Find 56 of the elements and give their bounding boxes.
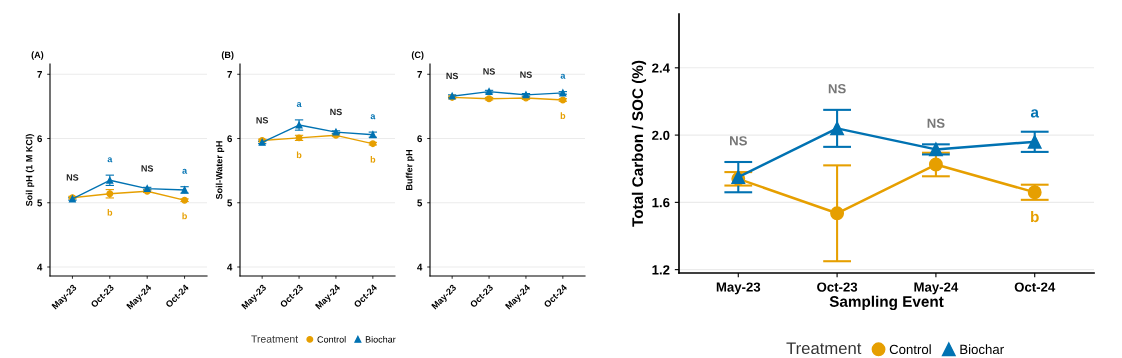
- y-tick-label: 6: [227, 135, 233, 143]
- data-label: a: [107, 157, 113, 163]
- x-axis-title: Sampling Event: [829, 295, 944, 311]
- y-tick-label: 4: [227, 263, 233, 271]
- annotation: NS: [330, 108, 342, 116]
- y-tick-label: 7: [227, 71, 232, 78]
- y-tick-label: 6: [417, 135, 423, 143]
- data-label: a: [1030, 109, 1040, 118]
- y-tick-label: 6: [37, 135, 43, 143]
- data-label: a: [370, 114, 376, 120]
- x-tick-label: May-24: [914, 282, 959, 295]
- annotation: NS: [483, 68, 495, 75]
- data-label: a: [560, 73, 566, 79]
- y-tick-label: 1.2: [652, 265, 670, 275]
- chart-title: (C): [411, 51, 424, 60]
- y-tick-label: 5: [417, 199, 423, 207]
- data-label: b: [1031, 210, 1039, 223]
- annotation: NS: [66, 174, 79, 181]
- y-tick-label: 5: [37, 199, 43, 207]
- annotation: NS: [828, 84, 846, 94]
- chart-title: (A): [31, 51, 44, 60]
- data-label: b: [107, 209, 113, 216]
- y-tick-label: 7: [37, 71, 42, 78]
- legend-title: Treatment: [251, 335, 299, 343]
- data-label: b: [560, 112, 566, 119]
- legend-label: Control: [317, 336, 346, 343]
- annotation: NS: [730, 136, 747, 146]
- data-label: b: [296, 151, 302, 159]
- legend-title: Treatment: [786, 342, 862, 355]
- y-axis-title: Total Carbon / SOC (%): [631, 60, 647, 227]
- data-label: b: [182, 212, 187, 220]
- y-tick-label: 7: [417, 71, 422, 78]
- legend-label: Biochar: [960, 344, 1004, 355]
- annotation: NS: [256, 117, 269, 124]
- legend-label: Biochar: [365, 336, 396, 343]
- y-tick-label: 5: [227, 199, 233, 207]
- chart-title: (B): [221, 51, 234, 60]
- y-tick-label: 1.6: [652, 197, 670, 208]
- x-tick-label: Oct-24: [1014, 282, 1056, 292]
- y-axis-title: Soil-Water pH: [215, 141, 225, 200]
- annotation: NS: [446, 72, 459, 80]
- data-label: a: [182, 168, 188, 174]
- annotation: NS: [520, 71, 532, 78]
- y-tick-label: 2.0: [652, 130, 670, 140]
- data-label: a: [296, 102, 302, 107]
- y-tick-label: 4: [417, 263, 423, 271]
- annotation: NS: [141, 165, 154, 172]
- data-label: b: [370, 156, 376, 163]
- annotation: NS: [927, 118, 945, 128]
- y-tick-label: 2.4: [652, 63, 670, 73]
- y-tick-label: 4: [37, 263, 43, 271]
- legend-label: Control: [889, 344, 931, 355]
- x-tick-label: May-23: [716, 282, 761, 295]
- x-tick-label: Oct-23: [817, 282, 858, 292]
- y-axis-title: Buffer pH: [405, 150, 415, 190]
- y-axis-title: Soil pH (1 M KCl): [25, 134, 35, 207]
